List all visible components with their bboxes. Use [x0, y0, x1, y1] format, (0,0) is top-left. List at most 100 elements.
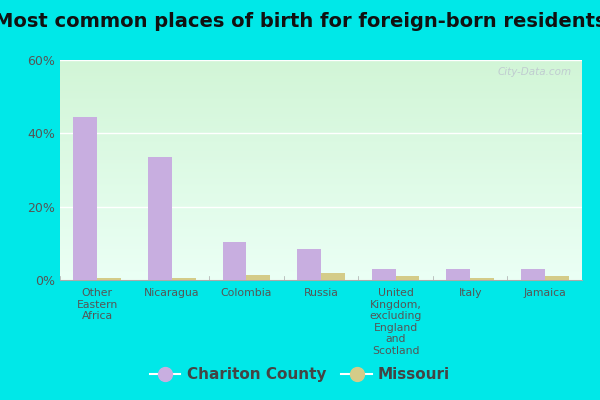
Bar: [60, 259, 582, 260]
Bar: [60, 254, 582, 255]
Bar: [60, 252, 582, 254]
Bar: [60, 154, 582, 156]
Bar: [60, 238, 582, 239]
Bar: [60, 236, 582, 237]
Bar: [60, 255, 582, 256]
Bar: [60, 129, 582, 130]
Bar: [60, 208, 582, 210]
Bar: [60, 217, 582, 218]
Bar: [60, 127, 582, 128]
Bar: [60, 183, 582, 184]
Bar: [60, 108, 582, 110]
Bar: [60, 115, 582, 116]
Bar: [60, 118, 582, 119]
Bar: [60, 260, 582, 261]
Bar: [60, 240, 582, 242]
Bar: [60, 100, 582, 101]
Bar: [60, 86, 582, 88]
Bar: [60, 66, 582, 68]
Bar: [60, 239, 582, 240]
Bar: [60, 130, 582, 132]
Bar: [60, 114, 582, 115]
Bar: [60, 151, 582, 152]
Text: Nicaragua: Nicaragua: [144, 288, 200, 298]
Bar: [60, 250, 582, 252]
Bar: [321, 273, 345, 280]
Bar: [60, 189, 582, 190]
Bar: [60, 234, 582, 235]
Bar: [97, 278, 121, 280]
Bar: [60, 90, 582, 91]
Bar: [60, 105, 582, 106]
Bar: [60, 222, 582, 223]
Bar: [60, 135, 582, 136]
Bar: [60, 213, 582, 214]
Bar: [60, 186, 582, 188]
Bar: [60, 245, 582, 246]
Bar: [60, 110, 582, 112]
Bar: [60, 233, 582, 234]
Bar: [223, 242, 247, 280]
Bar: [60, 138, 582, 139]
Bar: [60, 247, 582, 248]
Bar: [60, 144, 582, 145]
Bar: [60, 244, 582, 245]
Bar: [60, 124, 582, 125]
Bar: [60, 120, 582, 122]
Bar: [60, 246, 582, 247]
Bar: [60, 227, 582, 228]
Bar: [60, 220, 582, 221]
Text: Colombia: Colombia: [221, 288, 272, 298]
Bar: [60, 188, 582, 189]
Bar: [60, 128, 582, 129]
Text: Russia: Russia: [304, 288, 338, 298]
Bar: [60, 278, 582, 279]
Bar: [60, 237, 582, 238]
Bar: [60, 102, 582, 103]
Bar: [60, 203, 582, 204]
Bar: [60, 62, 582, 63]
Bar: [60, 159, 582, 160]
Bar: [60, 132, 582, 133]
Bar: [60, 264, 582, 265]
Bar: [60, 110, 582, 111]
Bar: [60, 160, 582, 161]
Bar: [60, 223, 582, 224]
Bar: [60, 206, 582, 207]
Bar: [60, 174, 582, 176]
Bar: [60, 249, 582, 250]
Bar: [60, 92, 582, 93]
Bar: [60, 96, 582, 97]
Bar: [60, 140, 582, 141]
Bar: [60, 134, 582, 135]
Bar: [60, 178, 582, 179]
Bar: [60, 117, 582, 118]
Text: Other
Eastern
Africa: Other Eastern Africa: [77, 288, 118, 321]
Bar: [60, 149, 582, 150]
Bar: [60, 163, 582, 164]
Bar: [60, 256, 582, 257]
Bar: [60, 232, 582, 233]
Bar: [60, 113, 582, 114]
Bar: [297, 249, 321, 280]
Bar: [60, 207, 582, 208]
Bar: [60, 106, 582, 107]
Bar: [60, 212, 582, 213]
Bar: [60, 218, 582, 220]
Bar: [60, 104, 582, 105]
Bar: [60, 136, 582, 137]
Bar: [60, 79, 582, 80]
Bar: [60, 191, 582, 192]
Bar: [60, 216, 582, 217]
Bar: [60, 225, 582, 226]
Bar: [60, 150, 582, 151]
Bar: [60, 167, 582, 168]
Bar: [60, 70, 582, 71]
Bar: [60, 181, 582, 182]
Bar: [73, 117, 97, 280]
Bar: [60, 279, 582, 280]
Bar: [60, 190, 582, 191]
Bar: [60, 162, 582, 163]
Bar: [60, 103, 582, 104]
Bar: [60, 226, 582, 227]
